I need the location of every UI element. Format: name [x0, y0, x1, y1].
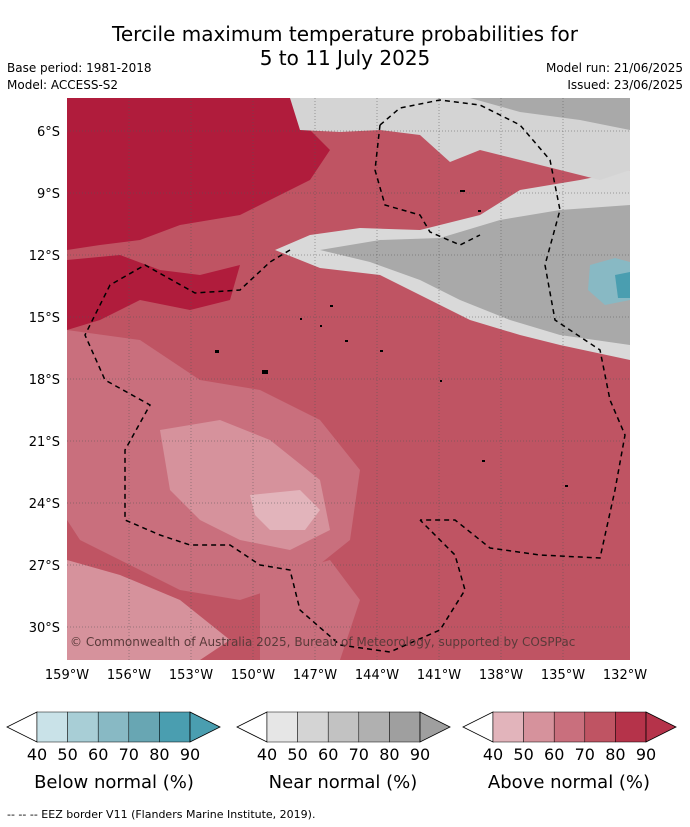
legend-swatch: [36, 711, 68, 743]
legend-title: Below normal (%): [34, 772, 194, 793]
legend-tick-label: 50: [57, 745, 77, 764]
legend-swatch: [584, 711, 616, 743]
lat-label: 30°S: [29, 621, 60, 636]
eez-footnote: -- -- -- EEZ border V11 (Flanders Marine…: [7, 808, 316, 821]
meta-left: Base period: 1981-2018 Model: ACCESS-S2: [7, 60, 152, 94]
lon-label: 153°W: [169, 668, 213, 683]
legend-tick-label: 70: [575, 745, 595, 764]
legend-tick-label: 60: [544, 745, 564, 764]
above-90-region: [67, 98, 330, 250]
lat-axis: 6°S 9°S 12°S 15°S 18°S 21°S 24°S 27°S 30…: [29, 125, 60, 636]
gridlines: [67, 98, 630, 660]
legend-lower-extend: [462, 711, 494, 743]
lat-label: 12°S: [29, 249, 60, 264]
lon-label: 159°W: [45, 668, 89, 683]
legend-tick-label: 70: [349, 745, 369, 764]
legend-above-normal: Above normal (%) 40 50 60 70 80 90: [462, 711, 677, 793]
meta-right: Model run: 21/06/2025 Issued: 23/06/2025: [546, 60, 683, 94]
lat-label: 18°S: [29, 373, 60, 388]
lon-label: 141°W: [417, 668, 461, 683]
legend-title: Above normal (%): [488, 772, 650, 793]
legend-tick-label: 80: [379, 745, 399, 764]
model-name: Model: ACCESS-S2: [7, 78, 119, 92]
above-50-region: [67, 560, 230, 660]
legend-tick-label: 90: [180, 745, 200, 764]
above-90-region: [67, 255, 240, 330]
above-60-region: [260, 560, 360, 660]
legend-swatch: [523, 711, 555, 743]
map-field: [67, 98, 630, 660]
lat-label: 6°S: [37, 125, 60, 140]
legend-tick-label: 50: [513, 745, 533, 764]
below-normal-core: [615, 272, 630, 298]
lon-label: 138°W: [479, 668, 523, 683]
legend-swatch: [297, 711, 329, 743]
legend-swatch: [266, 711, 298, 743]
lat-label: 15°S: [29, 311, 60, 326]
title-line-1: Tercile maximum temperature probabilitie…: [112, 22, 578, 46]
lon-label: 135°W: [541, 668, 585, 683]
legend-lower-extend: [6, 711, 38, 743]
lon-axis: 159°W 156°W 153°W 150°W 147°W 144°W 141°…: [45, 668, 647, 683]
legend-swatch: [389, 711, 421, 743]
legend-tick-label: 40: [27, 745, 47, 764]
legend-swatch: [615, 711, 647, 743]
legend-tick-label: 40: [257, 745, 277, 764]
legend-near-normal: Near normal (%) 40 50 60 70 80 90: [236, 711, 451, 793]
lat-label: 21°S: [29, 435, 60, 450]
legend-tick-label: 60: [318, 745, 338, 764]
legend-swatch: [553, 711, 586, 743]
legend-upper-extend: [419, 711, 451, 743]
legend-swatch: [492, 711, 524, 743]
lon-label: 156°W: [107, 668, 151, 683]
lat-label: 27°S: [29, 559, 60, 574]
legend-swatch: [327, 711, 360, 743]
lon-label: 144°W: [355, 668, 399, 683]
lon-label: 132°W: [603, 668, 647, 683]
legend-tick-label: 50: [287, 745, 307, 764]
issued-date: Issued: 23/06/2025: [567, 78, 683, 92]
legend-upper-extend: [189, 711, 221, 743]
lon-label: 147°W: [293, 668, 337, 683]
legend-swatch: [128, 711, 160, 743]
legend-tick-label: 90: [636, 745, 656, 764]
legend-title: Near normal (%): [269, 772, 418, 793]
eez-borders: [84, 99, 626, 653]
above-70-region: [420, 470, 630, 580]
legend-below-normal: Below normal (%) 40 50 60 70 80 90: [6, 711, 221, 793]
legend-tick-label: 90: [410, 745, 430, 764]
near-normal-top: [290, 98, 630, 180]
legend-tick-label: 80: [149, 745, 169, 764]
legend-swatch: [67, 711, 99, 743]
legend-lower-extend: [236, 711, 268, 743]
legend-swatch: [159, 711, 191, 743]
title-line-2: 5 to 11 July 2025: [259, 46, 431, 70]
map-title: Tercile maximum temperature probabilitie…: [0, 22, 690, 70]
above-40-region: [250, 490, 320, 530]
legend-swatch: [97, 711, 130, 743]
legend-upper-extend: [645, 711, 677, 743]
base-period: Base period: 1981-2018: [7, 61, 152, 75]
legend-tick-label: 70: [119, 745, 139, 764]
model-run: Model run: 21/06/2025: [545, 61, 683, 75]
lat-label: 24°S: [29, 497, 60, 512]
lon-label: 150°W: [231, 668, 275, 683]
legend-tick-label: 60: [88, 745, 108, 764]
legend-tick-label: 80: [605, 745, 625, 764]
copyright-text: © Commonwealth of Australia 2025, Bureau…: [70, 635, 575, 649]
near-normal-top-core: [470, 98, 630, 130]
lat-label: 9°S: [37, 187, 60, 202]
islands: [215, 190, 568, 487]
legend-swatch: [358, 711, 390, 743]
legend-tick-label: 40: [483, 745, 503, 764]
